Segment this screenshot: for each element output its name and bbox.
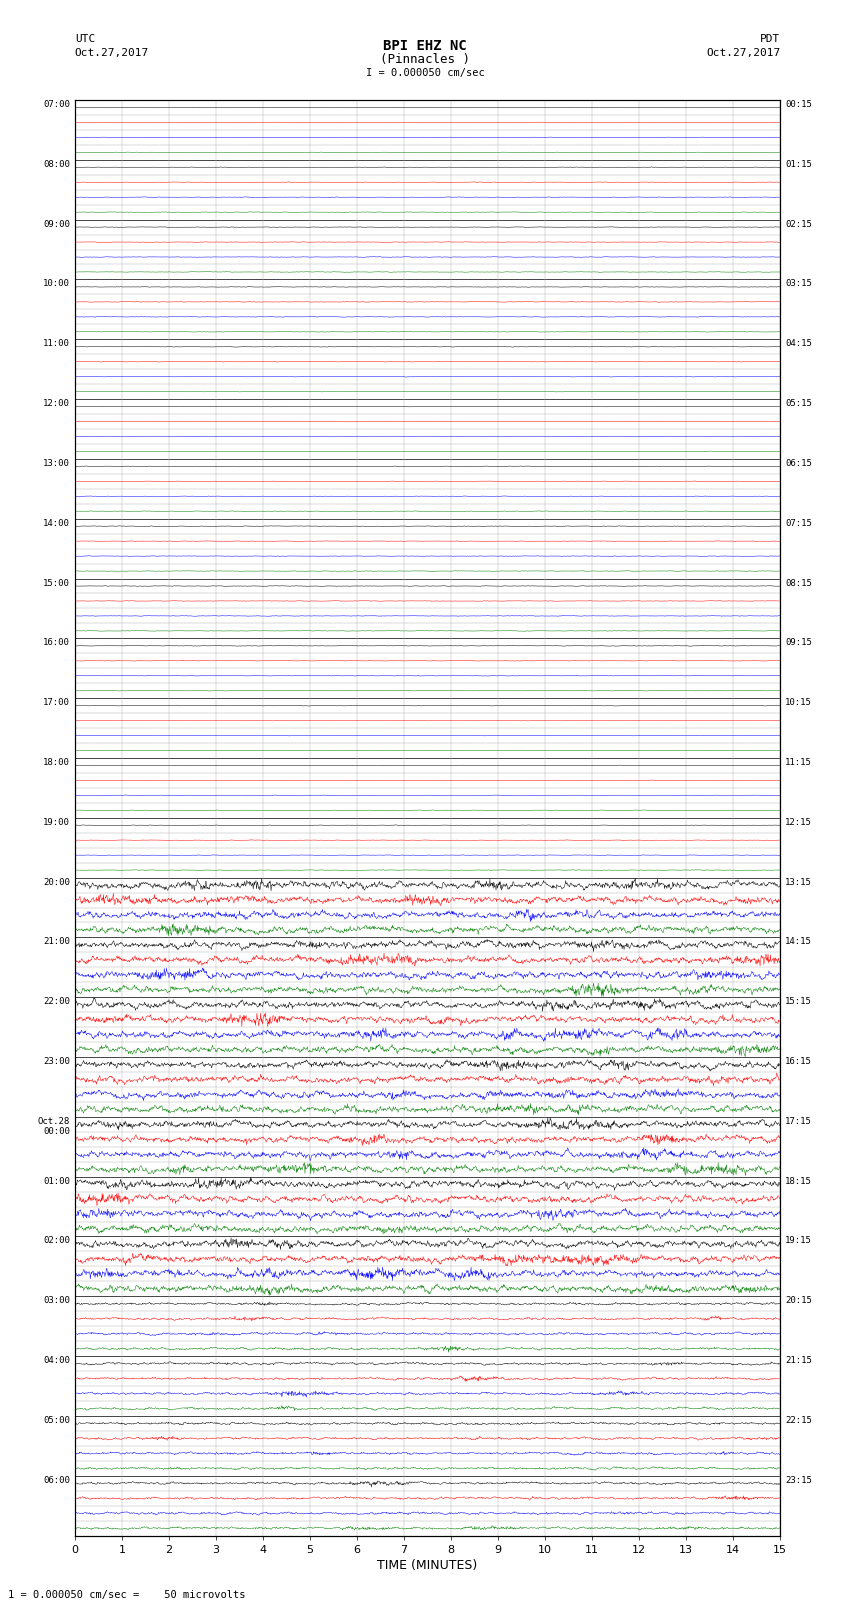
Text: BPI EHZ NC: BPI EHZ NC [383, 39, 467, 53]
Text: Oct.27,2017: Oct.27,2017 [75, 48, 149, 58]
X-axis label: TIME (MINUTES): TIME (MINUTES) [377, 1558, 478, 1571]
Text: (Pinnacles ): (Pinnacles ) [380, 53, 470, 66]
Text: I = 0.000050 cm/sec: I = 0.000050 cm/sec [366, 68, 484, 77]
Text: UTC: UTC [75, 34, 95, 44]
Text: PDT: PDT [760, 34, 780, 44]
Text: 1 = 0.000050 cm/sec =    50 microvolts: 1 = 0.000050 cm/sec = 50 microvolts [8, 1590, 246, 1600]
Text: Oct.27,2017: Oct.27,2017 [706, 48, 780, 58]
